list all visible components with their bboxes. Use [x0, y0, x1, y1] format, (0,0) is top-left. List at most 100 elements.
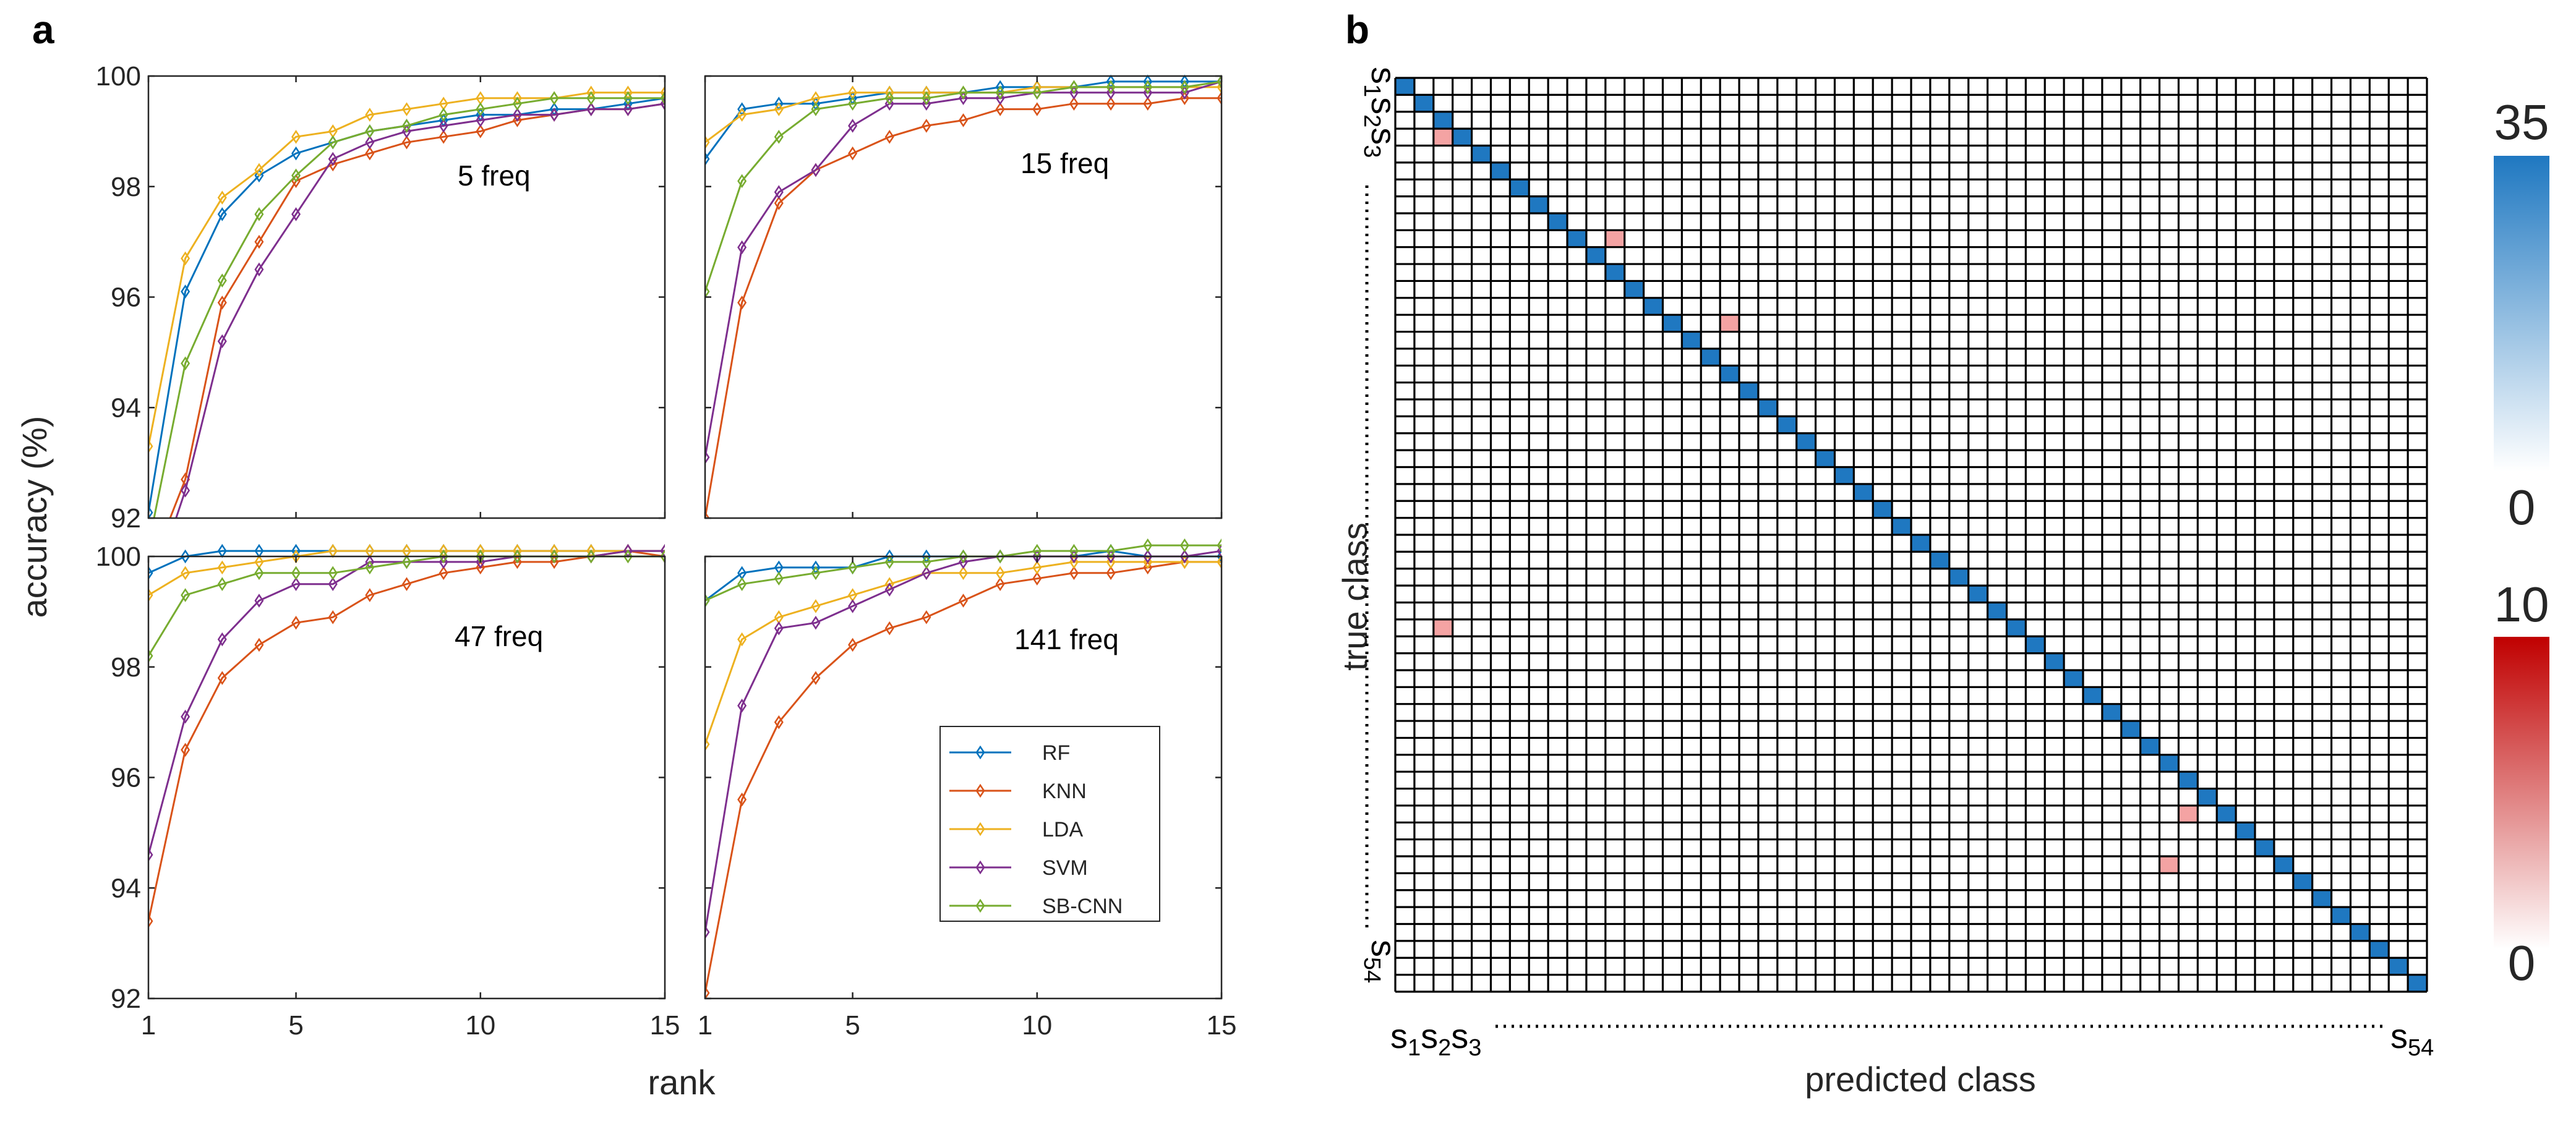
y-tick-label: 100 — [96, 542, 141, 572]
marker-sb-cnn — [884, 555, 894, 569]
marker-sb-cnn — [958, 85, 969, 100]
diagonal-cell — [1586, 247, 1606, 265]
marker-svm — [737, 699, 747, 713]
marker-svm — [476, 555, 486, 569]
marker-sb-cnn — [737, 577, 747, 591]
marker-svm — [1179, 549, 1189, 564]
diagonal-cell — [1701, 348, 1721, 366]
marker-sb-cnn — [811, 566, 821, 581]
marker-sb-cnn — [439, 108, 448, 122]
series-line-lda — [148, 550, 665, 596]
marker-svm — [1069, 85, 1079, 100]
marker-knn — [365, 146, 375, 161]
subplot-1: 92 94 96 98 100 5 freq — [96, 61, 666, 534]
diagonal-cell — [1739, 382, 1758, 400]
marker-sb-cnn — [586, 549, 596, 564]
diagonal-cell — [2026, 636, 2045, 654]
x-tick-label: 5 — [288, 1010, 303, 1041]
marker-knn — [476, 560, 486, 575]
marker-svm — [1069, 549, 1079, 564]
diagonal-cell — [2064, 670, 2083, 688]
marker-knn — [217, 671, 227, 685]
marker-rf — [148, 566, 153, 581]
diagonal-cell — [2217, 805, 2236, 823]
marker-sb-cnn — [586, 91, 596, 106]
marker-knn — [705, 986, 710, 998]
diagonal-cell — [1930, 551, 1949, 569]
plot-area — [705, 74, 1222, 518]
marker-svm — [181, 709, 190, 724]
diagonal-cell — [1892, 517, 1911, 535]
diagonal-cell — [1987, 602, 2007, 619]
marker-knn — [1106, 96, 1116, 111]
x-class-label-last: s54 — [2390, 1016, 2434, 1061]
legend: RF KNN LDA SVM SB-CNN — [939, 726, 1160, 922]
marker-knn — [705, 511, 710, 518]
marker-svm — [922, 96, 931, 111]
marker-sb-cnn — [660, 91, 665, 106]
marker-knn — [512, 555, 522, 569]
marker-svm — [660, 543, 665, 558]
error-cell — [1720, 315, 1739, 332]
marker-sb-cnn — [365, 124, 375, 138]
colorbar-correct-max: 35 — [2494, 95, 2549, 150]
diagonal-cell — [1854, 483, 1873, 501]
marker-svm — [774, 185, 784, 199]
legend-item-rf: RF — [949, 741, 1070, 765]
true-class-label: true class — [1335, 522, 1374, 671]
diagonal-cell — [2045, 653, 2065, 670]
error-cell — [2159, 856, 2179, 874]
marker-knn — [439, 130, 448, 144]
marker-sb-cnn — [181, 588, 190, 602]
diagonal-cell — [2389, 958, 2408, 975]
diagonal-cell — [1529, 196, 1549, 213]
series-line-lda — [705, 561, 1222, 745]
marker-sb-cnn — [774, 571, 784, 586]
marker-lda — [217, 560, 227, 575]
marker-sb-cnn — [623, 549, 633, 564]
x-tick-label: 1 — [698, 1010, 712, 1041]
marker-knn — [254, 234, 264, 249]
marker-lda — [995, 566, 1005, 581]
diagonal-cell — [2236, 822, 2255, 840]
marker-svm — [328, 151, 338, 166]
series-line-knn — [148, 550, 665, 922]
marker-sb-cnn — [365, 560, 375, 575]
diagonal-cell — [2197, 788, 2217, 806]
marker-sb-cnn — [401, 555, 412, 569]
legend-marker — [975, 898, 985, 913]
marker-lda — [148, 439, 153, 454]
legend-marker — [975, 860, 985, 875]
error-cell — [1433, 129, 1453, 146]
error-cell — [1605, 230, 1625, 247]
marker-sb-cnn — [401, 119, 412, 133]
diagonal-cell — [1777, 416, 1797, 433]
x-axis-label: rank — [648, 1063, 716, 1102]
marker-sb-cnn — [848, 560, 858, 575]
marker-svm — [884, 96, 894, 111]
marker-svm — [512, 108, 522, 122]
marker-svm — [254, 262, 264, 277]
marker-sb-cnn — [328, 135, 338, 150]
subplot-bg — [148, 556, 665, 998]
subplot-annotation: 141 freq — [1014, 623, 1119, 655]
marker-knn — [737, 792, 747, 807]
marker-sb-cnn — [623, 91, 633, 106]
diagonal-cell — [1452, 129, 1472, 146]
subplot-bg — [705, 76, 1222, 518]
marker-sb-cnn — [958, 549, 969, 564]
marker-lda — [705, 135, 710, 150]
x-tick-label: 15 — [650, 1010, 680, 1041]
legend-label: LDA — [1042, 818, 1083, 841]
marker-sb-cnn — [254, 207, 264, 221]
marker-lda — [1106, 555, 1116, 569]
marker-svm — [995, 91, 1005, 106]
marker-knn — [291, 615, 301, 630]
marker-knn — [439, 566, 448, 581]
series-line-knn — [705, 561, 1222, 994]
marker-sb-cnn — [884, 91, 894, 106]
legend-marker — [975, 822, 985, 837]
diagonal-cell — [1491, 162, 1510, 180]
marker-svm — [1179, 85, 1189, 100]
